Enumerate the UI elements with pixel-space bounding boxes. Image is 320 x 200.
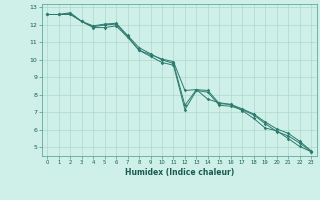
X-axis label: Humidex (Indice chaleur): Humidex (Indice chaleur): [124, 168, 234, 177]
